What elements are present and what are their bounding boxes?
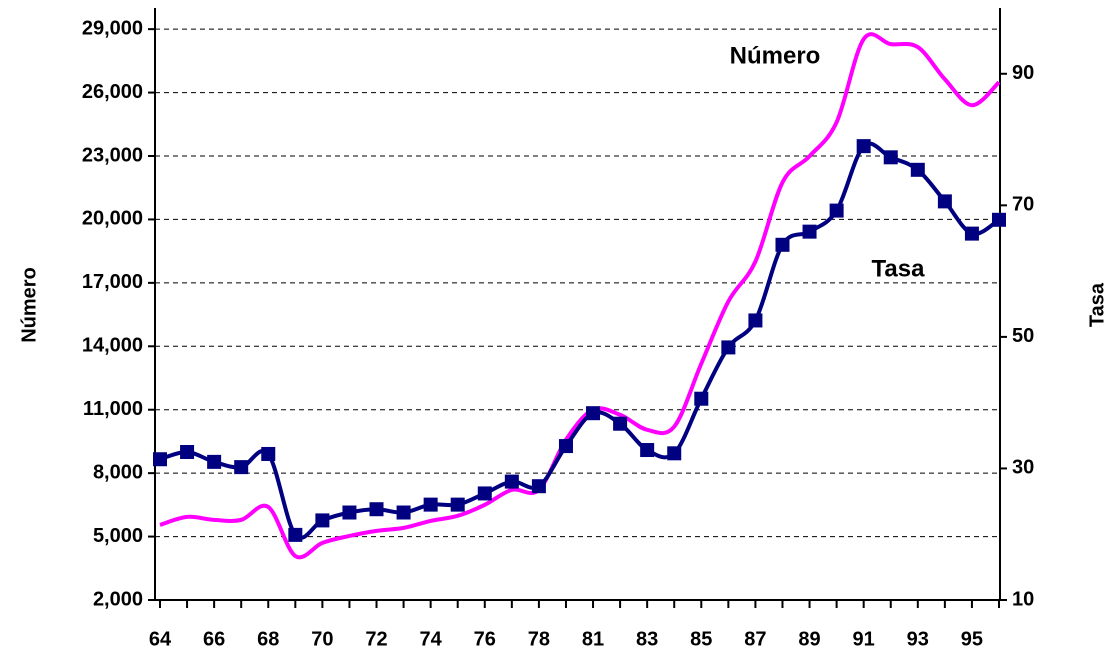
marker — [234, 460, 249, 475]
marker — [288, 527, 303, 542]
marker — [207, 454, 222, 469]
y2-tick-label: 70 — [1012, 194, 1034, 216]
x-tick-label: 89 — [798, 628, 820, 650]
x-tick-label: 78 — [528, 628, 550, 650]
marker — [423, 497, 438, 512]
y-tick-label: 11,000 — [83, 398, 143, 420]
x-tick-label: 70 — [311, 628, 333, 650]
marker — [910, 162, 925, 177]
x-tick-label: 68 — [257, 628, 279, 650]
marker — [694, 391, 709, 406]
marker — [829, 203, 844, 218]
y-tick-label: 26,000 — [82, 81, 143, 103]
marker — [667, 446, 682, 461]
x-tick-label: 83 — [636, 628, 658, 650]
x-tick-label: 85 — [690, 628, 712, 650]
marker — [748, 313, 763, 328]
y2-tick-label: 90 — [1012, 62, 1034, 84]
marker — [180, 445, 195, 459]
marker — [775, 237, 790, 252]
y-tick-label: 17,000 — [82, 271, 143, 293]
marker — [477, 486, 492, 501]
marker — [153, 452, 167, 467]
y-tick-label: 20,000 — [82, 208, 143, 230]
marker — [315, 513, 330, 528]
marker — [342, 505, 357, 520]
marker — [721, 340, 736, 355]
marker — [261, 446, 276, 461]
x-tick-label: 64 — [149, 628, 172, 650]
x-tick-label: 93 — [907, 628, 929, 650]
legend-label: Número — [730, 42, 821, 69]
y-axis-title: Número — [18, 267, 40, 343]
x-tick-label: 95 — [961, 628, 983, 650]
marker — [369, 502, 384, 517]
marker — [883, 150, 898, 165]
x-tick-label: 91 — [853, 628, 875, 650]
marker — [558, 439, 573, 454]
marker — [531, 479, 546, 494]
marker — [964, 226, 979, 241]
y-tick-label: 2,000 — [93, 588, 143, 610]
y-tick-label: 8,000 — [93, 461, 143, 483]
x-tick-label: 76 — [474, 628, 496, 650]
y2-axis-title: Tasa — [1086, 282, 1108, 327]
x-tick-label: 74 — [420, 628, 443, 650]
marker — [586, 406, 601, 421]
marker — [613, 416, 628, 431]
y2-tick-label: 30 — [1012, 457, 1034, 479]
y2-tick-label: 10 — [1012, 588, 1034, 610]
marker — [802, 224, 817, 239]
marker — [504, 474, 519, 489]
marker — [937, 194, 952, 209]
marker — [640, 443, 655, 458]
x-tick-label: 66 — [203, 628, 225, 650]
marker — [396, 505, 411, 520]
marker — [450, 497, 465, 512]
x-tick-label: 87 — [744, 628, 766, 650]
x-tick-label: 72 — [365, 628, 387, 650]
y-tick-label: 23,000 — [82, 144, 143, 166]
y-tick-label: 29,000 — [82, 17, 143, 39]
y2-tick-label: 50 — [1012, 325, 1034, 347]
series-line — [159, 141, 1001, 540]
marker — [992, 212, 1006, 227]
y-tick-label: 5,000 — [93, 525, 143, 547]
marker — [856, 139, 871, 154]
series-line — [159, 32, 1001, 560]
legend-label: Tasa — [872, 255, 926, 282]
y-tick-label: 14,000 — [82, 335, 143, 357]
x-tick-label: 81 — [582, 628, 604, 650]
